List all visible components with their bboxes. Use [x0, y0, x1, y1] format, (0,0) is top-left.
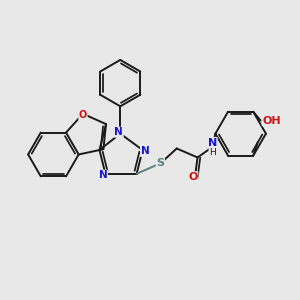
Text: S: S [156, 158, 164, 168]
Text: N: N [114, 127, 123, 137]
Text: N: N [141, 146, 149, 157]
Text: OH: OH [262, 116, 281, 126]
Text: N: N [99, 170, 107, 180]
Text: O: O [188, 172, 198, 182]
Text: N: N [208, 138, 217, 148]
Text: H: H [209, 148, 216, 158]
Text: O: O [79, 110, 87, 120]
